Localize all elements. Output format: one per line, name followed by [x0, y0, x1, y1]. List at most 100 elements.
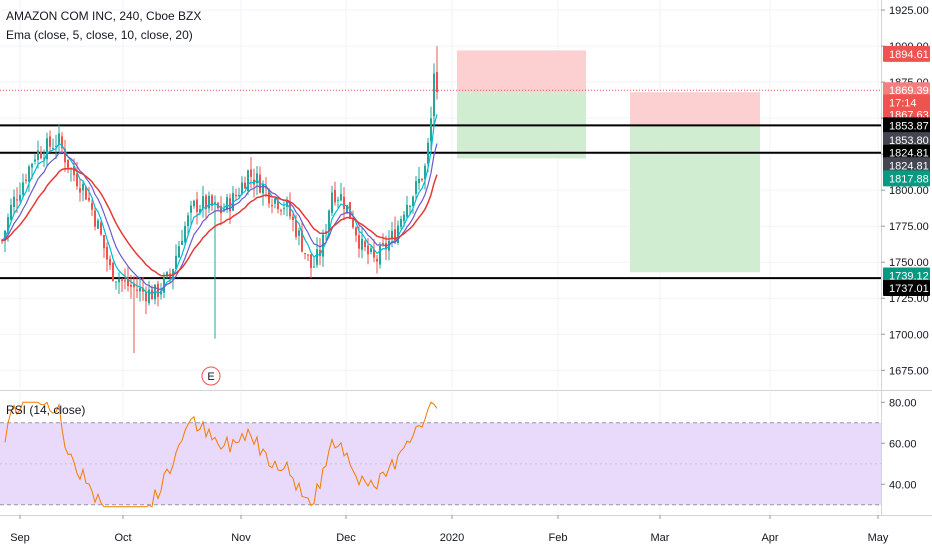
candle-body — [7, 217, 9, 232]
price-badge-bg — [883, 280, 930, 297]
candle-body — [118, 279, 120, 283]
candle-body — [130, 284, 132, 287]
candle-body — [40, 152, 42, 159]
price-badge-bg — [883, 157, 930, 174]
candle-body — [64, 148, 66, 163]
candle-body — [61, 136, 63, 149]
position-zones — [457, 50, 760, 273]
candle-body — [76, 173, 78, 187]
candle-body — [82, 184, 84, 191]
candle-body — [271, 204, 273, 207]
time-tick-label: Feb — [549, 532, 568, 544]
candle-body — [241, 182, 243, 195]
candle-body — [295, 220, 297, 237]
price-badges: 1894.611869.3917:141867.631853.871853.80… — [883, 45, 930, 297]
time-tick-label: May — [868, 532, 889, 544]
price-badge: 1737.01 — [883, 280, 930, 297]
candle-body — [298, 230, 300, 236]
price-tick-label: 1800.00 — [889, 185, 929, 197]
time-tick-label: Nov — [231, 532, 251, 544]
candle-body — [328, 210, 330, 231]
candle-body — [313, 266, 315, 268]
price-tick-label: 1775.00 — [889, 221, 929, 233]
candle-body — [247, 170, 249, 191]
price-badge-bg — [883, 132, 930, 149]
candle-body — [262, 183, 264, 194]
price-badge-bg — [883, 117, 930, 134]
candle-body — [58, 133, 60, 144]
candle-body — [334, 189, 336, 203]
time-tick-label: Apr — [761, 532, 778, 544]
price-badge: 1739.12 — [883, 267, 930, 284]
candle-body — [85, 186, 87, 200]
candle-body — [331, 192, 333, 213]
candle-body — [220, 205, 222, 214]
candle-body — [250, 169, 252, 177]
ema-legend: Ema (close, 5, close, 10, close, 20) — [6, 28, 193, 42]
rsi-tick-label: 40.00 — [889, 479, 917, 491]
candle-body — [133, 283, 135, 288]
candle-body — [424, 165, 426, 180]
candle-body — [19, 194, 21, 201]
candle-body — [337, 199, 339, 201]
price-badge: 1824.81 — [883, 144, 930, 161]
stop-loss-zone — [457, 50, 586, 93]
candle-body — [208, 195, 210, 209]
candle-body — [301, 230, 303, 252]
candle-body — [436, 72, 438, 93]
candle-body — [319, 249, 321, 257]
candle-body — [316, 249, 318, 265]
candle-body — [229, 198, 231, 212]
candle-body — [184, 226, 186, 243]
candle-body — [202, 196, 204, 209]
candle-body — [421, 178, 423, 181]
price-tick-label: 1750.00 — [889, 257, 929, 269]
candle-body — [187, 215, 189, 227]
candle-body — [190, 205, 192, 213]
candle-body — [289, 202, 291, 217]
ema-lines — [1, 114, 438, 296]
price-badge-bg — [883, 267, 930, 284]
price-badge-label: 1824.81 — [889, 148, 929, 160]
candle-body — [124, 280, 126, 282]
candle-body — [139, 287, 141, 292]
candle-body — [157, 283, 159, 297]
price-badge-label: 1824.81 — [889, 160, 929, 172]
candle-body — [55, 145, 57, 147]
candle-body — [109, 258, 111, 266]
candle-body — [370, 248, 372, 253]
candle-body — [103, 234, 105, 249]
candle-body — [361, 238, 363, 250]
candle-body — [193, 200, 195, 207]
candle-body — [283, 207, 285, 209]
candle-body — [244, 182, 246, 189]
candle-body — [322, 234, 324, 257]
candle-body — [238, 195, 240, 197]
price-badge-label: 1853.87 — [889, 120, 929, 132]
time-tick-label: Dec — [336, 532, 356, 544]
candle-body — [52, 148, 54, 150]
candle-body — [235, 194, 237, 197]
price-badge-bg — [883, 170, 930, 187]
candle-body — [154, 284, 156, 300]
price-tick-label: 1675.00 — [889, 365, 929, 377]
candle-body — [277, 200, 279, 210]
price-tick-label: 1725.00 — [889, 293, 929, 305]
candle-body — [430, 118, 432, 142]
price-badge: 1817.88 — [883, 170, 930, 187]
candle-body — [274, 198, 276, 204]
candle-body — [379, 245, 381, 265]
candle-body — [10, 205, 12, 220]
candle-body — [43, 158, 45, 160]
rsi-tick-label: 80.00 — [889, 397, 917, 409]
candle-body — [382, 243, 384, 245]
candle-body — [433, 73, 435, 117]
price-badge: 1853.87 — [883, 117, 930, 134]
candle-body — [28, 166, 30, 182]
candle-body — [400, 218, 402, 227]
candle-body — [145, 292, 147, 302]
horizontal-levels — [0, 89, 881, 280]
candle-body — [37, 150, 39, 160]
rsi-pane — [4, 401, 438, 508]
